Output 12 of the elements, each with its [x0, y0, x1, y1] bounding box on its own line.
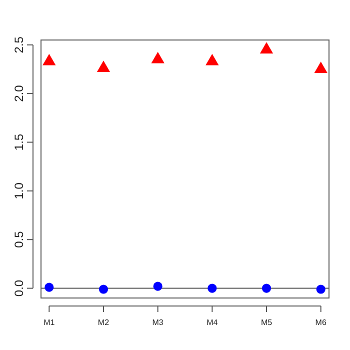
y-tick-label: 1.0	[12, 182, 26, 200]
y-tick-label: 1.5	[12, 134, 26, 151]
x-tick-label: M2	[98, 318, 110, 327]
x-tick-label: M5	[260, 318, 273, 327]
y-tick-label: 2.0	[12, 84, 26, 102]
y-tick-label: 2.5	[12, 36, 26, 54]
x-tick-label: M1	[44, 318, 56, 327]
y-tick-label: 0.5	[12, 230, 26, 248]
x-tick-label: M3	[152, 318, 164, 327]
x-tick-label: M6	[315, 318, 327, 327]
x-tick-label: M4	[206, 318, 218, 327]
y-tick-label: 0.0	[12, 280, 26, 297]
